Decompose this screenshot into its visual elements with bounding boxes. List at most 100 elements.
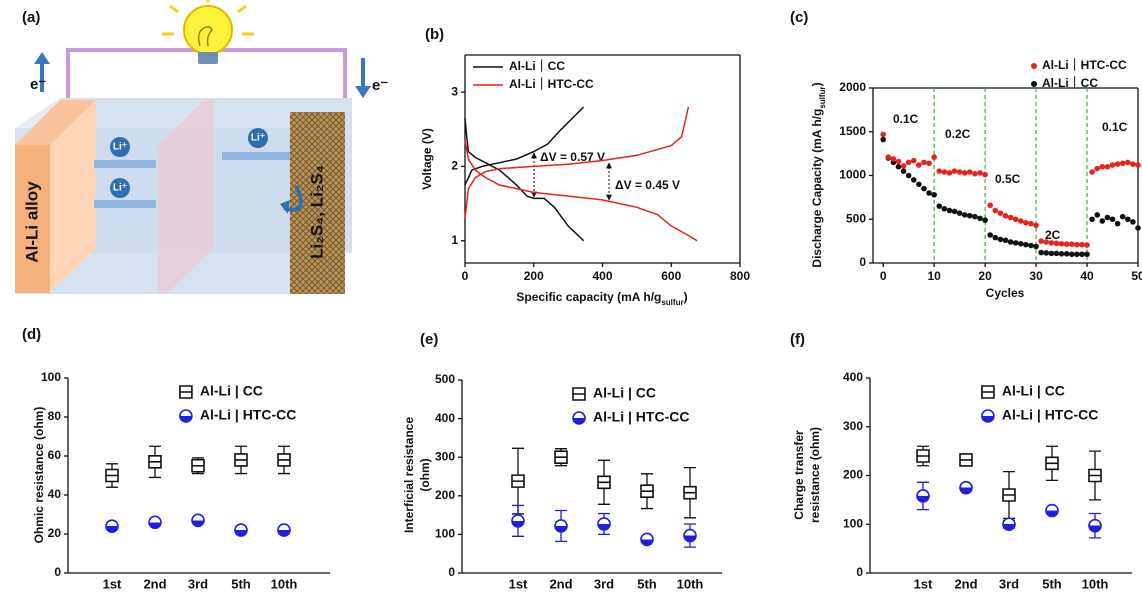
- marker-square: [234, 453, 248, 467]
- marker-square: [511, 474, 525, 488]
- legend-label: Al-Li | HTC-CC: [593, 409, 689, 425]
- point: [941, 169, 948, 175]
- marker-square: [959, 453, 973, 467]
- point: [1125, 216, 1131, 223]
- axis-label: (ohm): [418, 458, 432, 491]
- y-tick-label: 100: [41, 370, 61, 384]
- point: [1084, 242, 1090, 248]
- point: [1017, 240, 1024, 247]
- point: [1074, 251, 1080, 258]
- x-tick-label: 10th: [271, 576, 298, 591]
- x-tick-label: 200: [524, 269, 544, 283]
- marker-square: [179, 385, 193, 399]
- point: [992, 207, 999, 214]
- marker-half-circle: [1088, 518, 1102, 533]
- x-tick-label: 5th: [231, 576, 251, 591]
- panel-label: (a): [22, 9, 40, 26]
- point: [1119, 160, 1126, 167]
- point: [992, 234, 999, 241]
- y-tick-label: 300: [435, 449, 455, 463]
- marker-square: [191, 458, 205, 473]
- point: [1007, 214, 1014, 221]
- point: [982, 171, 988, 178]
- marker-half-circle: [640, 532, 654, 547]
- cell-diagram: (a) Li⁺ Li⁺ Li⁺ Al-Li alloy Li₂S: [15, 0, 388, 294]
- point: [1048, 240, 1055, 246]
- point: [936, 168, 943, 174]
- marker-half-circle: [148, 515, 162, 530]
- marker-square: [554, 450, 568, 464]
- y-tick-label: 1500: [839, 124, 866, 138]
- annotation: 0.1C: [893, 112, 919, 126]
- point: [1125, 159, 1131, 166]
- axis-label: Ohmic resistance (ohm): [32, 407, 46, 544]
- y-tick-label: 0: [856, 565, 863, 579]
- point: [1114, 161, 1121, 167]
- point: [1012, 216, 1019, 223]
- point: [982, 217, 988, 223]
- x-tick-label: 400: [592, 269, 612, 283]
- point: [1104, 163, 1111, 170]
- point: [1043, 239, 1050, 245]
- marker-half-circle: [1045, 503, 1059, 518]
- point: [997, 210, 1004, 216]
- point: [936, 203, 943, 209]
- point: [926, 190, 932, 196]
- marker-half-circle: [572, 411, 586, 425]
- point: [910, 157, 917, 164]
- y-tick-label: 100: [435, 527, 455, 541]
- point: [910, 177, 917, 183]
- x-tick-label: 40: [1080, 269, 1094, 283]
- point: [1079, 241, 1085, 248]
- point: [977, 215, 983, 222]
- point: [1109, 216, 1116, 223]
- point: [972, 170, 978, 177]
- point: [1099, 163, 1106, 170]
- ion: [248, 128, 268, 148]
- x-tick-label: 30: [1029, 269, 1043, 283]
- marker-half-circle: [554, 519, 568, 533]
- y-tick-label: 40: [48, 487, 62, 501]
- marker-square: [640, 484, 654, 498]
- y-tick-label: 400: [435, 411, 455, 425]
- x-tick-label: 3rd: [999, 576, 1019, 591]
- panel-label: (c): [790, 9, 808, 26]
- x-tick-label: 1st: [914, 576, 933, 591]
- point: [900, 163, 907, 169]
- point: [1114, 220, 1121, 227]
- series-line: [464, 106, 698, 242]
- point: [1099, 218, 1106, 224]
- y-tick-label: 0: [448, 565, 455, 579]
- point: [956, 210, 963, 216]
- point: [1094, 212, 1101, 218]
- point: [931, 191, 937, 198]
- x-tick-label: 2nd: [143, 576, 166, 591]
- point: [1063, 241, 1070, 247]
- point: [967, 212, 973, 219]
- axis-label-tail: ): [684, 290, 688, 304]
- point: [1089, 216, 1095, 223]
- ion-label: Li⁺: [113, 183, 127, 194]
- marker-half-circle: [511, 514, 525, 528]
- y-tick-label: 1000: [839, 168, 866, 182]
- axis-label-tail: ): [810, 82, 824, 86]
- point: [921, 185, 927, 192]
- x-tick-label: 3rd: [594, 576, 614, 591]
- point: [1135, 162, 1141, 168]
- point: [1038, 249, 1044, 256]
- point: [987, 232, 994, 238]
- marker-half-circle: [234, 523, 248, 537]
- point: [1023, 241, 1029, 248]
- axis-label-sub: sulfur: [818, 86, 827, 108]
- marker-square: [981, 385, 995, 399]
- point: [972, 213, 978, 220]
- y-tick-label: 500: [435, 372, 455, 386]
- anode-label: Al-Li alloy: [22, 181, 41, 263]
- point: [956, 169, 963, 175]
- ion-label: Li⁺: [251, 133, 265, 144]
- panel-label: (d): [22, 326, 41, 343]
- anode-top: [15, 100, 96, 145]
- point: [1089, 169, 1095, 175]
- ion-label: Li⁺: [113, 142, 127, 153]
